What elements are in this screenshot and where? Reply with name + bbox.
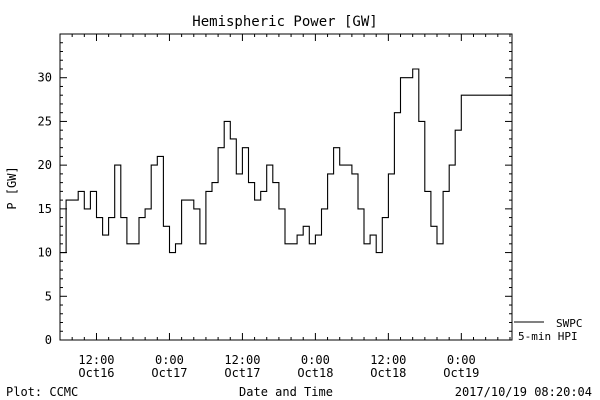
x-tick-label-date: Oct18 [297,366,333,380]
y-tick-label: 0 [45,333,52,347]
plot-frame [59,33,513,341]
x-axis-label: Date and Time [239,385,333,399]
footer-left: Plot: CCMC [6,385,78,399]
legend-entry-hpi: 5-min HPI [518,330,578,343]
y-tick-label: 20 [38,158,52,172]
x-tick-label-time: 0:00 [301,353,330,367]
y-tick-label: 5 [45,289,52,303]
y-tick-label: 10 [38,246,52,260]
x-tick-label-date: Oct18 [370,366,406,380]
footer-right: 2017/10/19 08:20:04 [455,385,592,399]
series-line [60,68,512,254]
y-tick-label: 15 [38,202,52,216]
chart-title: Hemispheric Power [GW] [192,14,377,30]
y-axis: 0 5 10 15 20 25 30 [38,33,512,347]
legend: SWPC 5-min HPI [514,317,583,343]
x-tick-label-date: Oct17 [151,366,187,380]
x-tick-label-date: Oct19 [443,366,479,380]
x-tick-label-time: 0:00 [447,353,476,367]
y-tick-label: 25 [38,114,52,128]
legend-entry-swpc: SWPC [556,317,583,330]
x-tick-label-time: 0:00 [155,353,184,367]
y-tick-label: 30 [38,71,52,85]
x-tick-label-time: 12:00 [370,353,406,367]
x-tick-label-time: 12:00 [78,353,114,367]
x-tick-label-time: 12:00 [224,353,260,367]
y-axis-label: P [GW] [5,166,19,209]
x-tick-label-date: Oct17 [224,366,260,380]
x-tick-label-date: Oct16 [78,366,114,380]
x-axis: 12:00Oct160:00Oct1712:00Oct170:00Oct1812… [59,34,511,380]
